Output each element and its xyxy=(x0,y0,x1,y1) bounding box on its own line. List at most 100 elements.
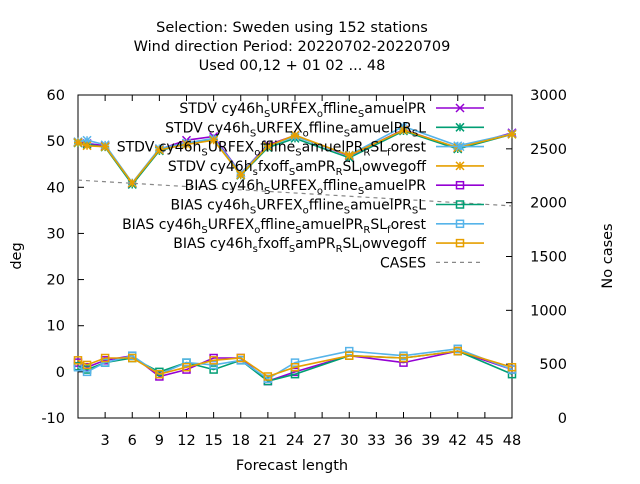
y-tick-label: 40 xyxy=(47,180,65,196)
data-point xyxy=(73,356,83,365)
series-8 xyxy=(77,179,513,207)
data-point xyxy=(263,372,273,381)
legend-label: BIAS cy46hSURFEXofflineSamuelPRRSLforest xyxy=(122,217,426,236)
data-point xyxy=(398,125,409,135)
legend-item-6: BIAS cy46hSURFEXofflineSamuelPRRSLforest xyxy=(122,217,484,236)
chart-title: Selection: Sweden using 152 stations Wind… xyxy=(134,20,451,74)
legend-item-3: STDV cy46hsfxoffSamPRRSLlowvegoff xyxy=(168,159,484,178)
legend-label: BIAS cy46hSURFEXofflineSamuelPRSL xyxy=(171,198,427,217)
y-tick-label: 50 xyxy=(47,134,65,150)
series-line xyxy=(77,350,513,378)
data-point xyxy=(82,141,92,151)
data-point xyxy=(82,360,92,370)
legend-marker xyxy=(455,219,465,229)
x-tick-label: 6 xyxy=(128,433,137,449)
legend-marker xyxy=(455,142,465,152)
y2-tick-label: 1500 xyxy=(530,250,567,266)
legend-marker xyxy=(455,238,465,248)
y-tick-label: 0 xyxy=(56,365,65,381)
title-line: Selection: Sweden using 152 stations xyxy=(156,20,428,36)
y-tick-label: -10 xyxy=(41,411,65,427)
data-point xyxy=(453,143,463,153)
data-point xyxy=(345,351,354,360)
data-point xyxy=(82,135,92,145)
data-point xyxy=(507,129,517,139)
y-tick-label: 10 xyxy=(47,319,65,335)
legend-label: BIAS cy46hSURFEXofflineSamuelPR xyxy=(185,178,427,197)
y-tick-label: 60 xyxy=(47,88,65,104)
data-point xyxy=(290,130,300,140)
legend-label: CASES xyxy=(380,255,426,271)
title-line: Wind direction Period: 20220702-20220709 xyxy=(134,39,451,55)
data-point xyxy=(263,141,273,151)
x-tick-label: 36 xyxy=(394,433,412,449)
x-tick-label: 30 xyxy=(340,433,358,449)
y2-tick-label: 1000 xyxy=(530,303,567,319)
series-line xyxy=(77,350,513,383)
y2-tick-label: 2500 xyxy=(530,142,567,158)
data-point xyxy=(154,145,164,155)
y-axis-label: deg xyxy=(9,242,25,269)
x-tick-label: 12 xyxy=(177,433,195,449)
legend-label: STDV cy46hsfxoffSamPRRSLlowvegoff xyxy=(168,159,426,178)
series-line xyxy=(77,129,513,185)
data-point xyxy=(290,358,300,367)
data-point xyxy=(128,353,137,363)
legend-marker xyxy=(455,180,465,190)
x-tick-label: 9 xyxy=(155,433,164,449)
legend-item-7: BIAS cy46hsfxoffSamPRRSLlowvegoff xyxy=(173,236,484,255)
x-tick-label: 39 xyxy=(421,433,439,449)
x-tick-label: 42 xyxy=(449,433,467,449)
data-point xyxy=(344,150,354,160)
x-tick-label: 3 xyxy=(101,433,110,449)
x-tick-label: 27 xyxy=(313,433,331,449)
y2-tick-label: 0 xyxy=(558,411,567,427)
data-point xyxy=(209,356,218,365)
legend-item-0: STDV cy46hSURFEXofflineSamuelPR xyxy=(179,101,484,120)
x-tick-label: 33 xyxy=(367,433,385,449)
y-tick-label: 30 xyxy=(47,226,65,242)
legend-label: STDV cy46hSURFEXofflineSamuelPRRSLforest xyxy=(117,140,427,159)
legend-label: STDV cy46hSURFEXofflineSamuelPRSL xyxy=(165,120,426,139)
legend-label: BIAS cy46hsfxoffSamPRRSLlowvegoff xyxy=(173,236,426,255)
data-point xyxy=(453,346,462,356)
data-point xyxy=(236,170,246,180)
x-tick-label: 24 xyxy=(286,433,304,449)
data-point xyxy=(209,135,219,145)
axis-ticks: 3 6 9 12 15 18 21 24 27 30 33 36 39 42 45 48-1001020304… xyxy=(41,88,567,449)
legend-item-8: CASES xyxy=(380,255,484,271)
data-point xyxy=(73,137,83,148)
legend-item-2: STDV cy46hSURFEXofflineSamuelPRRSLforest xyxy=(117,140,484,159)
data-point xyxy=(182,362,191,372)
data-point xyxy=(182,358,191,367)
series-line xyxy=(77,125,513,185)
x-tick-label: 45 xyxy=(476,433,494,449)
y2-axis-label: No cases xyxy=(600,223,616,288)
legend-marker xyxy=(455,122,465,132)
data-point xyxy=(100,142,110,152)
data-point xyxy=(507,362,517,372)
series-7 xyxy=(73,346,517,381)
legend-label: STDV cy46hSURFEXofflineSamuelPR xyxy=(179,101,426,120)
y-tick-label: 20 xyxy=(47,273,65,289)
data-point xyxy=(127,178,137,188)
data-point xyxy=(181,139,192,149)
data-point xyxy=(209,360,218,370)
legend-marker xyxy=(455,200,465,209)
data-point xyxy=(209,365,218,374)
series-3 xyxy=(73,125,517,188)
legend-marker xyxy=(455,161,465,171)
x-tick-label: 21 xyxy=(259,433,277,449)
data-point xyxy=(290,362,300,372)
legend-item-1: STDV cy46hSURFEXofflineSamuelPRSL xyxy=(165,120,484,139)
data-point xyxy=(345,346,354,356)
legend-item-4: BIAS cy46hSURFEXofflineSamuelPR xyxy=(185,178,484,197)
x-tick-label: 18 xyxy=(232,433,250,449)
x-tick-label: 48 xyxy=(503,433,521,449)
x-axis-label: Forecast length xyxy=(236,458,348,474)
y2-tick-label: 3000 xyxy=(530,88,567,104)
data-point xyxy=(399,353,408,363)
